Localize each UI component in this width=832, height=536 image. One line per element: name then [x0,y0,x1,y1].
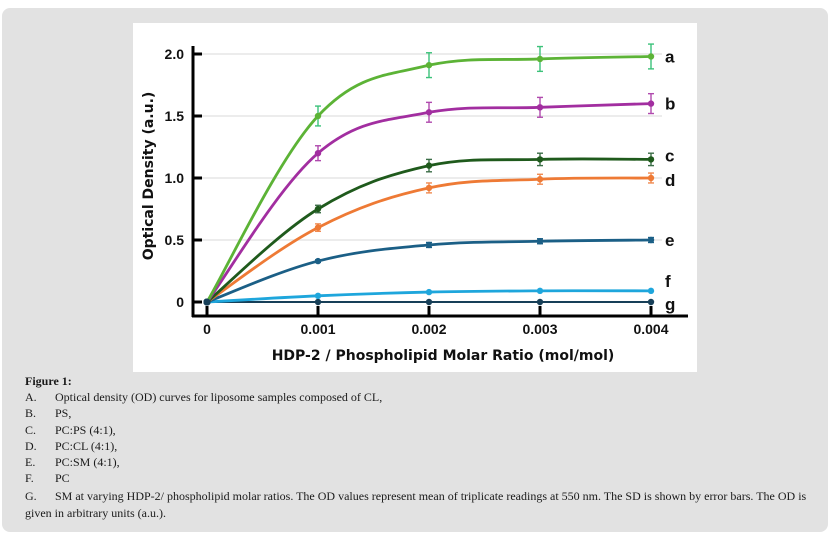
series-label-e: e [665,231,674,250]
data-point [314,298,322,306]
caption-marker: G. [25,489,37,504]
series-line-a [205,55,653,304]
data-point [425,288,433,296]
caption-text: PC:PS (4:1), [55,422,116,437]
y-tick-label: 1.0 [165,170,185,186]
x-tick-label: 0.004 [633,321,668,337]
axes [191,46,688,318]
data-point [536,238,544,245]
caption-item-a: A. Optical density (OD) curves for lipos… [25,389,815,405]
series-e: e [203,231,674,306]
x-axis-title: HDP-2 / Phospholipid Molar Ratio (mol/mo… [272,348,615,364]
data-point [647,287,655,295]
caption-item-c: C. PC:PS (4:1), [25,422,815,438]
data-point [536,104,544,111]
data-point [425,109,433,116]
caption-item-f: F. PC [25,470,815,486]
data-point [425,61,433,69]
x-tick-label: 0.002 [411,321,446,337]
caption-marker: E. [25,455,36,470]
data-point [536,176,544,183]
data-point [647,298,655,306]
data-point [536,287,544,295]
x-tick-label: 0.001 [300,321,335,337]
y-tick-label: 2.0 [165,46,185,62]
chart-panel [133,23,697,372]
y-tick-label: 0.5 [165,232,185,248]
series-label-g: g [665,295,675,314]
y-tick-label: 0 [176,294,184,310]
data-point [314,112,322,120]
data-point [536,55,544,63]
y-ticks: 0 0.5 1.0 1.5 2.0 [165,46,202,310]
series-line-b [205,102,653,304]
x-tick-label: 0 [203,321,211,337]
caption-marker: C. [25,422,37,437]
series-b: b [203,92,675,306]
caption-item-e: E. PC:SM (4:1), [25,454,815,470]
data-point [314,205,322,213]
caption-marker: F. [25,471,34,486]
series-label-f: f [665,272,671,291]
data-point [425,184,433,192]
caption-title: Figure 1: [25,374,72,388]
caption-text: PS, [55,406,72,421]
data-point [536,298,544,306]
caption-item-g: G. SM at varying HDP-2/ phospholipid mola… [25,488,815,520]
caption-marker: D. [25,438,37,453]
x-ticks: 0 0.001 0.002 0.003 0.004 [203,306,669,337]
data-point [203,298,211,306]
caption-text: Optical density (OD) curves for liposome… [55,390,383,405]
series-layer: gf e dc b a [203,43,675,314]
series-label-c: c [665,146,674,165]
data-point [314,224,322,231]
data-point [647,174,655,182]
data-point [647,236,655,244]
series-a: a [203,43,675,306]
figure-caption: Figure 1: A. Optical density (OD) curves… [25,373,815,521]
caption-text: PC:CL (4:1), [55,438,118,453]
series-d: d [203,171,675,306]
caption-text: PC:SM (4:1), [55,455,120,470]
caption-marker: A. [25,390,37,405]
data-point [314,257,322,265]
x-tick-label: 0.003 [522,321,557,337]
data-point [425,162,433,169]
series-label-a: a [665,47,675,66]
caption-item-d: D. PC:CL (4:1), [25,438,815,454]
data-point [314,150,322,157]
data-point [425,298,433,306]
y-axis-title: Optical Density (a.u.) [141,92,157,261]
data-point [647,100,655,107]
series-label-d: d [665,171,675,190]
caption-item-b: B. PS, [25,405,815,421]
data-point [647,53,655,60]
data-point [536,156,544,163]
series-c: c [203,146,674,306]
y-tick-label: 1.5 [165,108,185,124]
data-point [647,156,655,163]
series-label-b: b [665,95,675,114]
data-point [314,292,322,299]
caption-text: SM at varying HDP-2/ phospholipid molar … [25,489,807,520]
data-point [425,241,433,249]
caption-marker: B. [25,406,37,421]
caption-text: PC [55,471,70,486]
